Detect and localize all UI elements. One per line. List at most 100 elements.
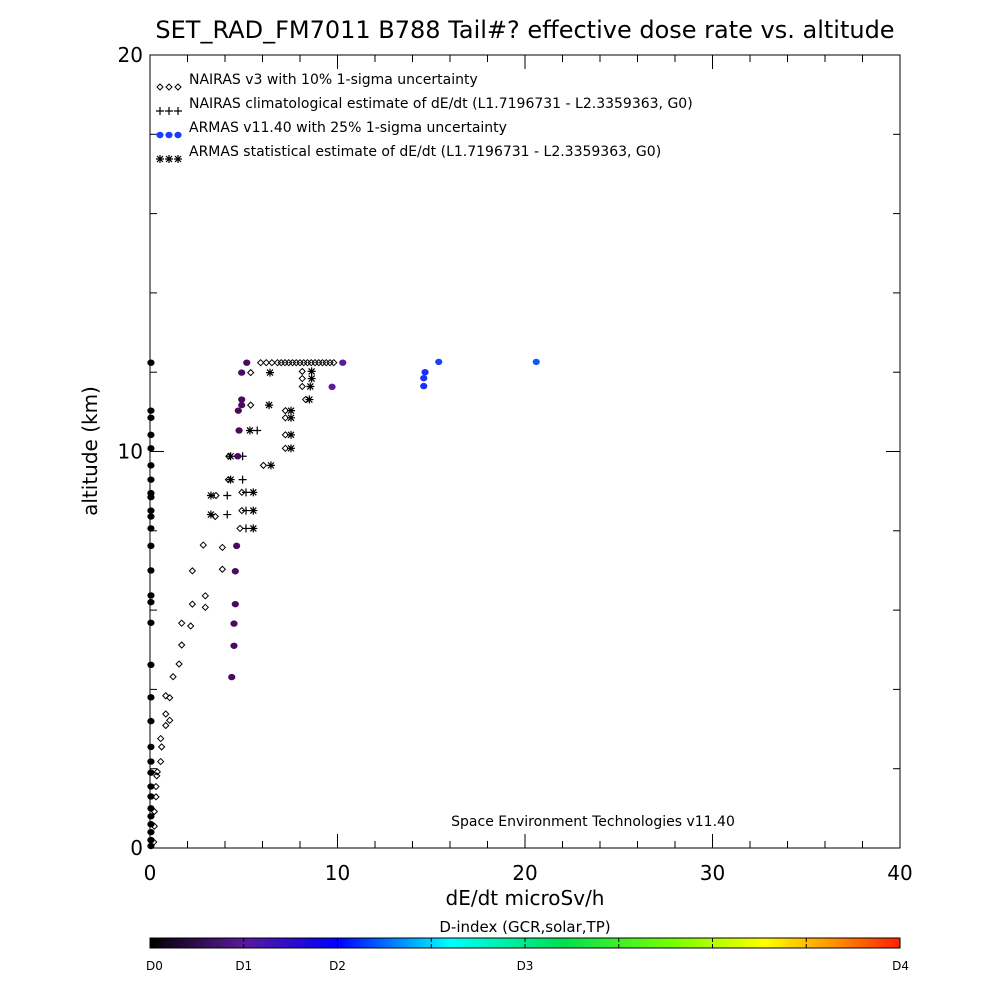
diamond-point	[201, 603, 210, 612]
y-axis-label: altitude (km)	[78, 386, 102, 516]
dot-point	[147, 567, 155, 574]
y-tick-label: 20	[118, 43, 143, 67]
legend-label: ARMAS statistical estimate of dE/dt (L1.…	[189, 144, 661, 160]
dot-point	[147, 598, 155, 606]
asterisk-point	[287, 406, 295, 415]
diamond-point	[238, 488, 246, 497]
credit-annotation: Space Environment Technologies v11.40	[451, 814, 735, 830]
diamond-point	[281, 414, 290, 422]
dot-point	[147, 619, 155, 626]
chart-title: SET_RAD_FM7011 B788 Tail#? effective dos…	[155, 16, 894, 44]
diamond-point	[156, 757, 165, 766]
diamond-point	[322, 358, 330, 367]
dot-point	[147, 407, 155, 414]
x-tick-label: 30	[700, 861, 725, 885]
dot-point	[228, 673, 236, 681]
diamond-point	[157, 743, 166, 751]
dot-point	[147, 813, 155, 820]
diamond-point	[165, 716, 174, 725]
diamond-point	[162, 692, 170, 700]
dot-point	[147, 462, 155, 469]
dot-point	[230, 620, 238, 627]
asterisk-point	[287, 430, 295, 439]
dot-point	[147, 821, 155, 828]
diamond-point	[281, 358, 289, 367]
asterisk-point	[245, 426, 254, 435]
asterisk-point	[226, 475, 235, 484]
series-armas-statistical	[206, 367, 316, 533]
x-tick-label: 40	[887, 861, 912, 885]
diamond-point	[218, 543, 227, 552]
legend: NAIRAS v3 with 10% 1-sigma uncertainty NA…	[156, 72, 693, 163]
dot-point	[147, 717, 155, 725]
asterisk-point	[249, 524, 258, 533]
dot-point	[147, 805, 155, 812]
diamond-point	[188, 600, 197, 608]
dot-point	[147, 783, 155, 790]
diamond-point	[277, 358, 285, 367]
diamond-point	[303, 358, 312, 367]
dot-point	[230, 642, 238, 649]
x-tick-labels: 0 10 20 30 40	[144, 861, 913, 885]
dot-point	[243, 359, 251, 366]
asterisk-icon	[156, 155, 164, 163]
asterisk-icon	[165, 155, 173, 163]
diamond-point	[162, 710, 170, 718]
x-tick-label: 10	[325, 861, 350, 885]
dot-point	[238, 369, 246, 376]
dot-point	[147, 743, 155, 751]
diamond-point	[307, 358, 315, 367]
diamond-point	[186, 622, 195, 630]
dot-point	[147, 359, 155, 366]
plus-icon	[165, 107, 173, 115]
dot-point	[147, 414, 155, 421]
x-axis-label: dE/dt microSv/h	[446, 886, 605, 910]
asterisk-point	[307, 374, 316, 383]
diamond-point	[246, 401, 255, 409]
diamond-point	[156, 734, 165, 743]
diamond-point	[246, 368, 255, 377]
plus-point	[223, 491, 232, 500]
diamond-point	[177, 619, 186, 627]
diamond-icon	[174, 83, 182, 91]
plus-icon	[174, 107, 182, 115]
dot-point	[231, 568, 239, 575]
dot-point	[147, 445, 155, 452]
diamond-point	[318, 358, 327, 367]
dot-point	[147, 513, 155, 520]
dot-point	[147, 694, 155, 701]
asterisk-point	[266, 461, 275, 470]
plus-point	[238, 475, 247, 484]
asterisk-point	[307, 367, 316, 376]
diamond-point	[311, 358, 319, 367]
plus-point	[242, 506, 250, 515]
asterisk-point	[206, 510, 215, 519]
diamond-point	[281, 444, 290, 453]
asterisk-point	[287, 444, 295, 453]
plus-point	[242, 488, 250, 497]
diamond-point	[162, 721, 170, 730]
diamond-point	[153, 772, 161, 780]
diamond-point	[256, 358, 265, 367]
series-nairas-v3	[150, 358, 338, 846]
dot-point	[420, 374, 428, 382]
diamond-point	[238, 506, 246, 515]
dot-point	[339, 359, 347, 366]
diamond-point	[298, 374, 306, 383]
diamond-icon	[165, 83, 173, 91]
dot-point	[147, 431, 155, 439]
dot-point	[233, 542, 241, 550]
colorbar-label: D1	[235, 959, 252, 973]
asterisk-point	[249, 488, 258, 497]
dot-point	[238, 396, 246, 403]
y-tick-label: 0	[130, 836, 143, 860]
colorbar-label: D2	[329, 959, 346, 973]
diamond-point	[201, 592, 210, 600]
dot-point	[147, 592, 155, 599]
diamond-icon	[156, 83, 164, 91]
dot-icon	[156, 131, 164, 139]
dot-point	[147, 661, 155, 669]
dot-point	[147, 769, 155, 776]
series-armas-v11-40	[147, 358, 540, 850]
